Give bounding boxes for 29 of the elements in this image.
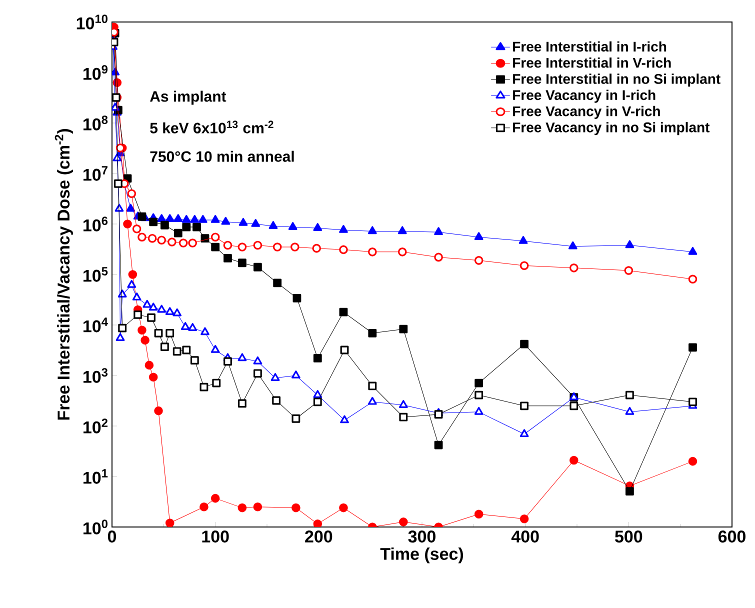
x-tick-label: 400: [511, 530, 539, 543]
y-axis-title: Free Interstitial/Vacancy Dose (cm$^{-2}$): [54, 129, 73, 420]
y-tick-label: 10$^{2}$: [84, 418, 108, 434]
x-tick-label: 200: [305, 530, 332, 543]
x-tick-label: 600: [718, 530, 746, 543]
y-tick-label: 10$^{5}$: [84, 267, 108, 282]
x-axis-title: Time (sec): [380, 547, 464, 564]
y-tick-label: 10$^{10}$: [76, 14, 108, 30]
y-tick-label: 10$^{6}$: [84, 216, 108, 232]
x-tick-label: 0: [108, 530, 116, 543]
y-tick-label: 10$^{9}$: [84, 65, 108, 80]
legend-label: Free Vacancy in no Si implant: [513, 122, 710, 136]
annotation: 750°C 10 min anneal: [150, 150, 294, 162]
legend-label: Free Vacancy in I-rich: [513, 90, 656, 103]
annotation: 5 keV 6x10$^{13}$ cm$^{-2}$: [150, 120, 274, 134]
x-tick-label: 100: [202, 530, 229, 543]
annotation: As implant: [150, 90, 226, 105]
legend-label: Free Interstitial in I-rich: [513, 41, 666, 52]
x-tick-label: 300: [408, 530, 436, 543]
y-tick-label: 10$^{3}$: [84, 368, 108, 383]
legend-label: Free Vacancy in V-rich: [513, 106, 660, 119]
y-tick-label: 10$^{7}$: [84, 166, 108, 181]
y-tick-label: 10$^{4}$: [84, 318, 108, 332]
x-tick-label: 500: [615, 530, 642, 543]
legend-label: Free Interstitial in V-rich: [513, 57, 671, 68]
y-tick-label: 10$^{1}$: [84, 469, 108, 484]
y-tick-label: 10$^{0}$: [84, 520, 108, 534]
y-tick-label: 10$^{8}$: [84, 116, 108, 130]
legend-label: Free Interstitial in no Si implant: [513, 74, 720, 87]
